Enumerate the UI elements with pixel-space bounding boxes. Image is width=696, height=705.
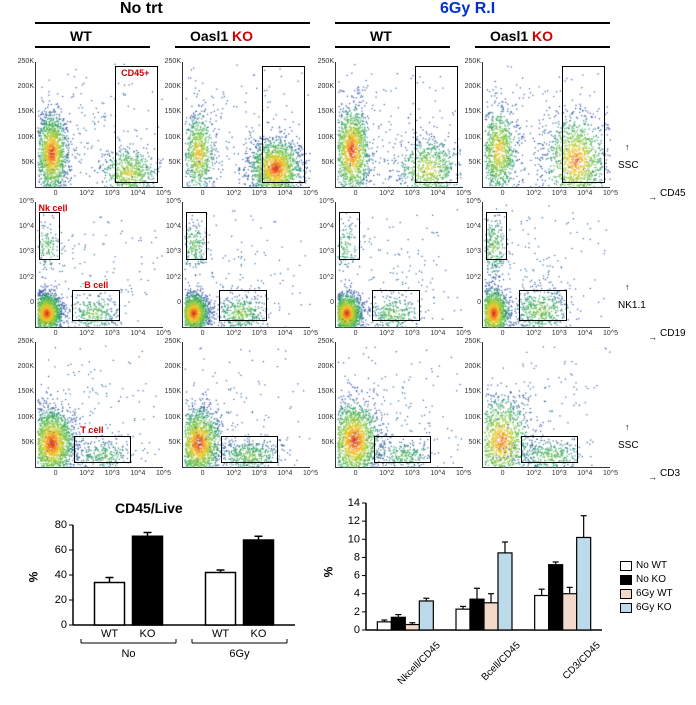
svg-text:14: 14 [348, 497, 360, 509]
row3-y-label: SSC [618, 440, 639, 451]
row1-x-arrow: → [648, 192, 657, 202]
scatter-plot: 010^210^310^410^5010^210^310^410^5 [335, 202, 463, 328]
legend-swatch [620, 575, 632, 585]
legend-item: 6Gy KO [620, 602, 673, 613]
scatter-plot: 50K100K150K200K250K010^210^310^410^5 [182, 342, 310, 468]
svg-text:0: 0 [354, 624, 360, 636]
legend-item: No WT [620, 560, 673, 571]
row2-x-label: CD19 [660, 328, 686, 339]
gate-b [72, 290, 120, 321]
svg-text:6Gy: 6Gy [229, 648, 250, 660]
svg-text:KO: KO [251, 628, 267, 640]
underline-6gy [335, 22, 610, 24]
legend-label: 6Gy KO [636, 602, 672, 613]
scatter-plot: 50K100K150K200K250K010^210^310^410^5 [182, 62, 310, 188]
scatter-plot: 50K100K150K200K250K010^210^310^410^5 [482, 62, 610, 188]
svg-text:60: 60 [55, 544, 67, 556]
gate-t [374, 436, 431, 464]
svg-text:KO: KO [140, 628, 156, 640]
gate-cd45 [115, 66, 158, 184]
bar-chart-left: 020406080WTKONoWTKO6Gy [45, 520, 305, 665]
bar-left-ylabel: % [26, 572, 40, 583]
gate-t [521, 436, 578, 464]
gate-cd45 [415, 66, 458, 184]
gate-nk [339, 212, 361, 260]
gate-cd45 [262, 66, 305, 184]
svg-text:8: 8 [354, 551, 360, 563]
gate-label-nk: Nk cell [39, 203, 68, 213]
row3-y-arrow: ↑ [625, 422, 630, 432]
svg-text:12: 12 [348, 515, 360, 527]
bar-left-title: CD45/Live [115, 500, 183, 516]
legend-label: No WT [636, 560, 667, 571]
scatter-plot: 50K100K150K200K250K010^210^310^410^5 [482, 342, 610, 468]
gate-t [221, 436, 278, 464]
gate-b [219, 290, 267, 321]
gate-nk [186, 212, 208, 260]
label-6gy-ri: 6Gy R.I [440, 0, 495, 18]
label-wt-1: WT [70, 28, 92, 44]
legend-swatch [620, 561, 632, 571]
row2-x-arrow: → [648, 332, 657, 342]
scatter-plot: 50K100K150K200K250K010^210^310^410^5 [335, 342, 463, 468]
gate-b [372, 290, 420, 321]
scatter-plot: 010^210^310^410^5010^210^310^410^5 [182, 202, 310, 328]
scatter-plot: T cell50K100K150K200K250K010^210^310^410… [35, 342, 163, 468]
header-row: No trt 6Gy R.I WT Oasl1 KO WT Oasl1 KO [0, 0, 696, 40]
scatter-plot: CD45+50K100K150K200K250K010^210^310^410^… [35, 62, 163, 188]
label-oasl1-ko-1: Oasl1 KO [190, 28, 253, 44]
gate-cd45 [562, 66, 605, 184]
legend: No WT No KO 6Gy WT 6Gy KO [620, 560, 673, 616]
row3-x-label: CD3 [660, 468, 680, 479]
legend-label: 6Gy WT [636, 588, 673, 599]
gate-nk [486, 212, 508, 260]
svg-text:80: 80 [55, 519, 67, 531]
bar-right-ylabel: % [321, 567, 335, 578]
row1-y-label: SSC [618, 160, 639, 171]
svg-text:WT: WT [101, 628, 118, 640]
label-no-trt: No trt [120, 0, 163, 18]
legend-swatch [620, 589, 632, 599]
svg-text:No: No [121, 648, 135, 660]
svg-text:20: 20 [55, 594, 67, 606]
row1-y-arrow: ↑ [625, 142, 630, 152]
row2-y-arrow: ↑ [625, 282, 630, 292]
svg-text:6: 6 [354, 570, 360, 582]
svg-text:0: 0 [61, 619, 67, 631]
row2-y-label: NK1.1 [618, 300, 646, 311]
gate-nk [39, 212, 61, 260]
svg-text:2: 2 [354, 606, 360, 618]
scatter-plot: 010^210^310^410^5010^210^310^410^5 [482, 202, 610, 328]
gate-label-t: T cell [80, 425, 103, 435]
svg-text:40: 40 [55, 569, 67, 581]
row3-x-arrow: → [648, 472, 657, 482]
label-oasl1-ko-2: Oasl1 KO [490, 28, 553, 44]
gate-t [74, 436, 131, 464]
svg-text:10: 10 [348, 533, 360, 545]
legend-swatch [620, 603, 632, 613]
underline-no-trt [35, 22, 310, 24]
label-wt-2: WT [370, 28, 392, 44]
legend-label: No KO [636, 574, 666, 585]
svg-text:4: 4 [354, 588, 360, 600]
gate-b [519, 290, 567, 321]
gate-label-cd45: CD45+ [121, 68, 149, 78]
legend-item: No KO [620, 574, 673, 585]
scatter-grid: CD45+ 50K100K150K200K250K010^210^310^410^… [20, 62, 660, 482]
row1-x-label: CD45 [660, 188, 686, 199]
scatter-plot: 50K100K150K200K250K010^210^310^410^5 [335, 62, 463, 188]
svg-text:WT: WT [212, 628, 229, 640]
scatter-plot: Nk cellB cell010^210^310^410^5010^210^31… [35, 202, 163, 328]
gate-label-b: B cell [84, 280, 108, 290]
bar-chart-right: 0 2 4 6 8 10 12 14 [340, 498, 610, 668]
legend-item: 6Gy WT [620, 588, 673, 599]
